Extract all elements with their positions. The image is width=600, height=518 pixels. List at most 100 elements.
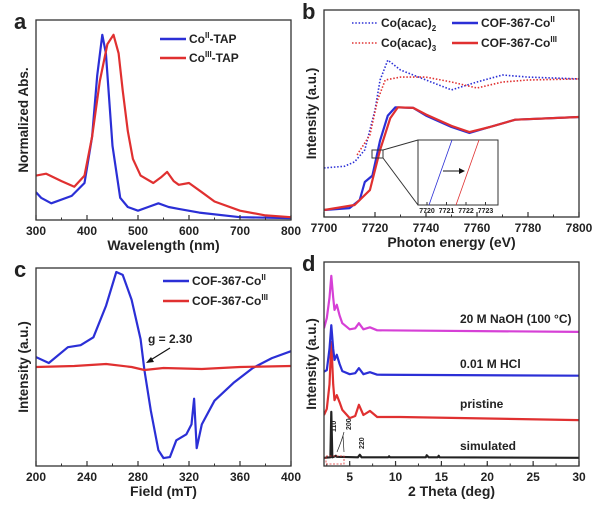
trace-label: 0.01 M HCl <box>460 357 521 371</box>
chart-panel-c: 200 240 280 320 360 400 Field (mT) Intensity (a… <box>14 257 301 499</box>
x-tick-label: 20 <box>481 470 495 484</box>
legend-label-suffix: -TAP <box>209 32 236 46</box>
legend-label: Co(acac)2 <box>381 16 437 33</box>
legend-label-sup: III <box>550 35 557 44</box>
x-axis-title: Photon energy (eV) <box>387 234 515 250</box>
inset-tick-label: 7722 <box>458 208 474 215</box>
y-axis-title: Intensity (a.u.) <box>304 318 319 410</box>
x-tick-label: 500 <box>128 224 148 238</box>
x-tick-label: 15 <box>435 470 449 484</box>
annotation-arrow-head <box>146 357 154 363</box>
x-tick-label: 400 <box>281 470 301 484</box>
x-tick-label: 600 <box>179 224 199 238</box>
legend-label: COF-367-CoIII <box>192 293 268 308</box>
legend-label: Co(acac)3 <box>381 36 437 53</box>
chart-panel-a: 300 400 500 600 700 800 Wavelength (nm) Normali… <box>14 9 301 253</box>
legend-label-base: COF-367-Co <box>192 274 261 288</box>
legend-label: COF-367-CoII <box>481 15 555 30</box>
inset-tick-label: 7721 <box>439 208 455 215</box>
legend-label: COF-367-CoII <box>192 273 266 288</box>
legend-label: CoIII-TAP <box>189 50 239 65</box>
inset-series-red <box>455 139 480 206</box>
series-line-1 <box>36 362 291 372</box>
x-tick-label: 7760 <box>464 221 491 235</box>
panel-label: d <box>302 251 315 276</box>
plot-frame <box>323 261 580 467</box>
x-axis-title: Field (mT) <box>130 483 197 499</box>
legend-label-base: Co <box>189 51 205 65</box>
y-axis-title: Normalized Abs. <box>16 67 31 172</box>
x-tick-label: 280 <box>128 470 148 484</box>
x-tick-label: 7800 <box>566 221 593 235</box>
legend-label-base: COF-367-Co <box>192 294 261 308</box>
x-tick-label: 400 <box>77 224 97 238</box>
series-line-2 <box>324 324 579 377</box>
x-axis-title: Wavelength (nm) <box>107 237 219 253</box>
panel-label: c <box>14 257 26 282</box>
inset-frame <box>417 139 499 206</box>
series-line-0 <box>36 270 291 460</box>
x-tick-label: 30 <box>572 470 586 484</box>
inset-arrow-head <box>459 168 465 174</box>
legend-label-sup: II <box>205 31 209 40</box>
x-tick-label: 200 <box>26 470 46 484</box>
y-axis-title: Intensity (a.u.) <box>16 321 31 413</box>
legend-label-base: COF-367-Co <box>481 36 550 50</box>
x-tick-label: 7780 <box>515 221 542 235</box>
x-tick-label: 5 <box>346 470 353 484</box>
chart-panel-b: 7700 7720 7740 7760 7780 7800 Photon energy (e… <box>302 0 593 250</box>
x-tick-label: 240 <box>77 470 97 484</box>
legend-label-base: COF-367-Co <box>481 16 550 30</box>
panel-label: a <box>14 9 27 34</box>
peak-label: 110 <box>331 421 338 432</box>
legend-label: COF-367-CoIII <box>481 35 557 50</box>
x-tick-label: 320 <box>179 470 199 484</box>
series-line-1 <box>36 33 291 219</box>
panel-label: b <box>302 0 315 24</box>
plot-frame <box>35 19 292 221</box>
trace-label: 20 M NaOH (100 °C) <box>460 312 572 326</box>
series-line-1 <box>324 341 579 422</box>
legend-label-base: Co(acac) <box>381 36 432 50</box>
chart-panel-d: 5 10 15 20 25 30 2 Theta (deg) Intensity (a.u.)… <box>302 251 586 499</box>
peak-label: 200 <box>346 418 353 430</box>
legend-label-suffix: -TAP <box>212 51 239 65</box>
peak-magnified-trace <box>336 431 345 453</box>
legend-label-base: Co <box>189 32 205 46</box>
x-tick-label: 700 <box>230 224 250 238</box>
zoom-connector <box>382 139 419 151</box>
legend-label-sup: II <box>261 273 265 282</box>
legend-label-sup: II <box>550 15 554 24</box>
series-line-3 <box>324 274 579 333</box>
x-tick-label: 800 <box>281 224 301 238</box>
x-tick-label: 25 <box>526 470 540 484</box>
peak-label: 220 <box>359 437 366 449</box>
x-tick-label: 7720 <box>362 221 389 235</box>
magnified-region-box <box>325 455 345 465</box>
trace-label: pristine <box>460 397 504 411</box>
series-line-0 <box>324 59 579 169</box>
inset-tick-label: 7720 <box>419 208 435 215</box>
inset-series-blue <box>428 139 453 206</box>
legend-label-sup: III <box>205 50 212 59</box>
series-line-1 <box>356 76 579 156</box>
legend-label-base: Co(acac) <box>381 16 432 30</box>
inset-tick-label: 7723 <box>478 208 494 215</box>
zoom-connector <box>382 157 419 206</box>
g-value-annotation: g = 2.30 <box>148 332 193 346</box>
legend-label-sub: 2 <box>432 24 437 33</box>
x-tick-label: 10 <box>389 470 403 484</box>
x-tick-label: 7700 <box>311 221 338 235</box>
annotation-arrow <box>148 347 171 362</box>
x-tick-label: 7740 <box>413 221 440 235</box>
legend-label: CoII-TAP <box>189 31 237 46</box>
legend-label-sup: III <box>261 293 268 302</box>
series-line-3 <box>324 106 579 212</box>
legend-label-sub: 3 <box>432 44 437 53</box>
x-axis-title: 2 Theta (deg) <box>408 483 495 499</box>
x-tick-label: 360 <box>230 470 250 484</box>
series-line-0 <box>36 33 291 220</box>
series-line-0 <box>324 410 579 459</box>
x-tick-label: 300 <box>26 224 46 238</box>
